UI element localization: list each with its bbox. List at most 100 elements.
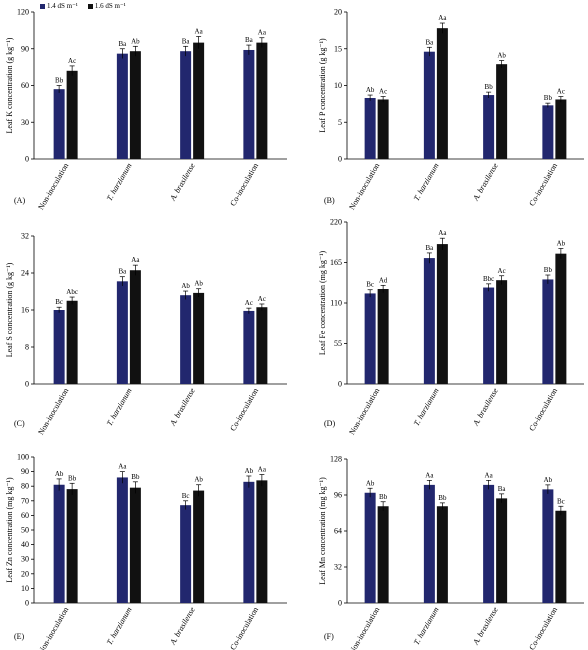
y-tick-label: 10 <box>21 584 29 593</box>
y-axis-label: Leaf P concentration (g kg⁻¹) <box>318 38 327 133</box>
category-label: A. brasilense <box>168 605 197 647</box>
y-tick-label: 30 <box>21 118 29 127</box>
y-tick-label: 30 <box>21 555 29 564</box>
y-tick-label: 220 <box>330 218 342 227</box>
bar <box>193 292 205 384</box>
bar <box>423 258 435 384</box>
data-label: Ab <box>181 282 190 290</box>
panel-1: 0 30 60 90 120 Leaf K concentration (g kg⁻¹) B… <box>5 8 287 211</box>
y-tick-label: 90 <box>21 467 29 476</box>
bar <box>180 51 192 160</box>
data-label: Ab <box>544 476 553 484</box>
data-label: Ac <box>379 88 387 96</box>
category-label: Co-inoculation <box>527 606 559 650</box>
category-label: T. harzianum <box>105 605 134 646</box>
y-tick-label: 0 <box>338 599 342 608</box>
legend-label-2: 1.6 dS m⁻¹ <box>94 2 126 10</box>
y-axis-label: Leaf Fe concentration (mg kg⁻¹) <box>318 250 327 355</box>
bar <box>423 51 435 159</box>
data-label: Ab <box>366 479 375 487</box>
bar <box>53 484 65 603</box>
data-label: Ac <box>557 88 565 96</box>
data-label: Ba <box>245 36 254 44</box>
y-tick-label: 8 <box>25 343 29 352</box>
bar <box>66 70 78 159</box>
y-tick-label: 20 <box>21 569 29 578</box>
data-label: Bb <box>68 474 77 482</box>
y-tick-label: 120 <box>17 8 29 17</box>
category-label: Non-inoculation <box>347 606 381 650</box>
panel-6: 0 32 64 96 128 Leaf Mn concentration (mg kg⁻¹… <box>318 455 584 650</box>
panel-2: 0 5 10 15 20 Leaf P concentration (g kg⁻¹) Ab A… <box>318 8 584 212</box>
bar <box>436 244 448 384</box>
y-tick-label: 100 <box>17 453 29 462</box>
y-tick-label: 20 <box>334 8 342 17</box>
y-tick-label: 128 <box>330 455 342 464</box>
y-tick-label: 90 <box>21 44 29 53</box>
data-label: Aa <box>118 463 127 471</box>
bar <box>193 490 205 603</box>
y-tick-label: 5 <box>338 118 342 127</box>
category-label: Co-inoculation <box>228 387 260 433</box>
data-label: Ab <box>245 467 254 475</box>
category-label: Co-inoculation <box>228 606 260 650</box>
bar <box>66 300 78 384</box>
y-tick-label: 110 <box>330 299 342 308</box>
bar <box>542 105 554 159</box>
bar <box>377 99 389 159</box>
category-label: Co-inoculation <box>527 162 559 208</box>
bar <box>496 64 508 159</box>
data-label: Ab <box>194 280 203 288</box>
bar <box>116 53 128 159</box>
bar <box>483 95 495 159</box>
y-tick-label: 64 <box>334 527 342 536</box>
bar <box>66 489 78 603</box>
y-tick-label: 50 <box>21 526 29 535</box>
bar <box>53 310 65 384</box>
bar <box>542 279 554 384</box>
legend-item-1: 1.4 dS m⁻¹ <box>40 2 78 10</box>
data-label: Aa <box>438 229 447 237</box>
data-label: Ba <box>498 485 507 493</box>
data-label: Aa <box>438 14 447 22</box>
data-label: Ac <box>245 299 253 307</box>
y-tick-label: 55 <box>334 339 342 348</box>
y-tick-label: 15 <box>334 44 342 53</box>
bar <box>483 484 495 603</box>
data-label: Ab <box>366 86 375 94</box>
y-axis-label: Leaf Zn concentration (mg kg⁻¹) <box>5 477 14 583</box>
y-tick-label: 40 <box>21 540 29 549</box>
data-label: Ad <box>379 276 388 284</box>
category-label: A. brasilense <box>168 386 197 428</box>
category-label: A. brasilense <box>168 161 197 203</box>
category-label: Non-inoculation <box>347 387 381 437</box>
bar <box>377 506 389 603</box>
data-label: Ab <box>497 52 506 60</box>
bar <box>555 253 567 384</box>
y-tick-label: 32 <box>334 563 342 572</box>
bar <box>116 477 128 603</box>
bar <box>555 99 567 159</box>
y-tick-label: 24 <box>21 269 29 278</box>
bar <box>436 28 448 160</box>
data-label: Bbc <box>483 275 494 283</box>
bar <box>364 97 376 159</box>
data-label: Ba <box>425 244 434 252</box>
data-label: Ba <box>118 40 127 48</box>
y-axis-label: Leaf S concentration (g kg⁻¹) <box>5 262 14 357</box>
data-label: Aa <box>425 471 434 479</box>
data-label: Aa <box>195 28 204 36</box>
bar <box>423 484 435 603</box>
category-label: A. brasilense <box>471 605 500 647</box>
data-label: Bb <box>55 77 64 85</box>
data-label: Ac <box>68 57 76 65</box>
data-label: Bc <box>55 298 63 306</box>
category-label: Non-inoculation <box>347 162 381 212</box>
data-label: Ab <box>557 240 566 248</box>
y-tick-label: 0 <box>338 155 342 164</box>
bar <box>129 487 141 603</box>
category-label: Non-inoculation <box>36 387 70 437</box>
bar <box>256 307 268 384</box>
bar <box>129 270 141 384</box>
